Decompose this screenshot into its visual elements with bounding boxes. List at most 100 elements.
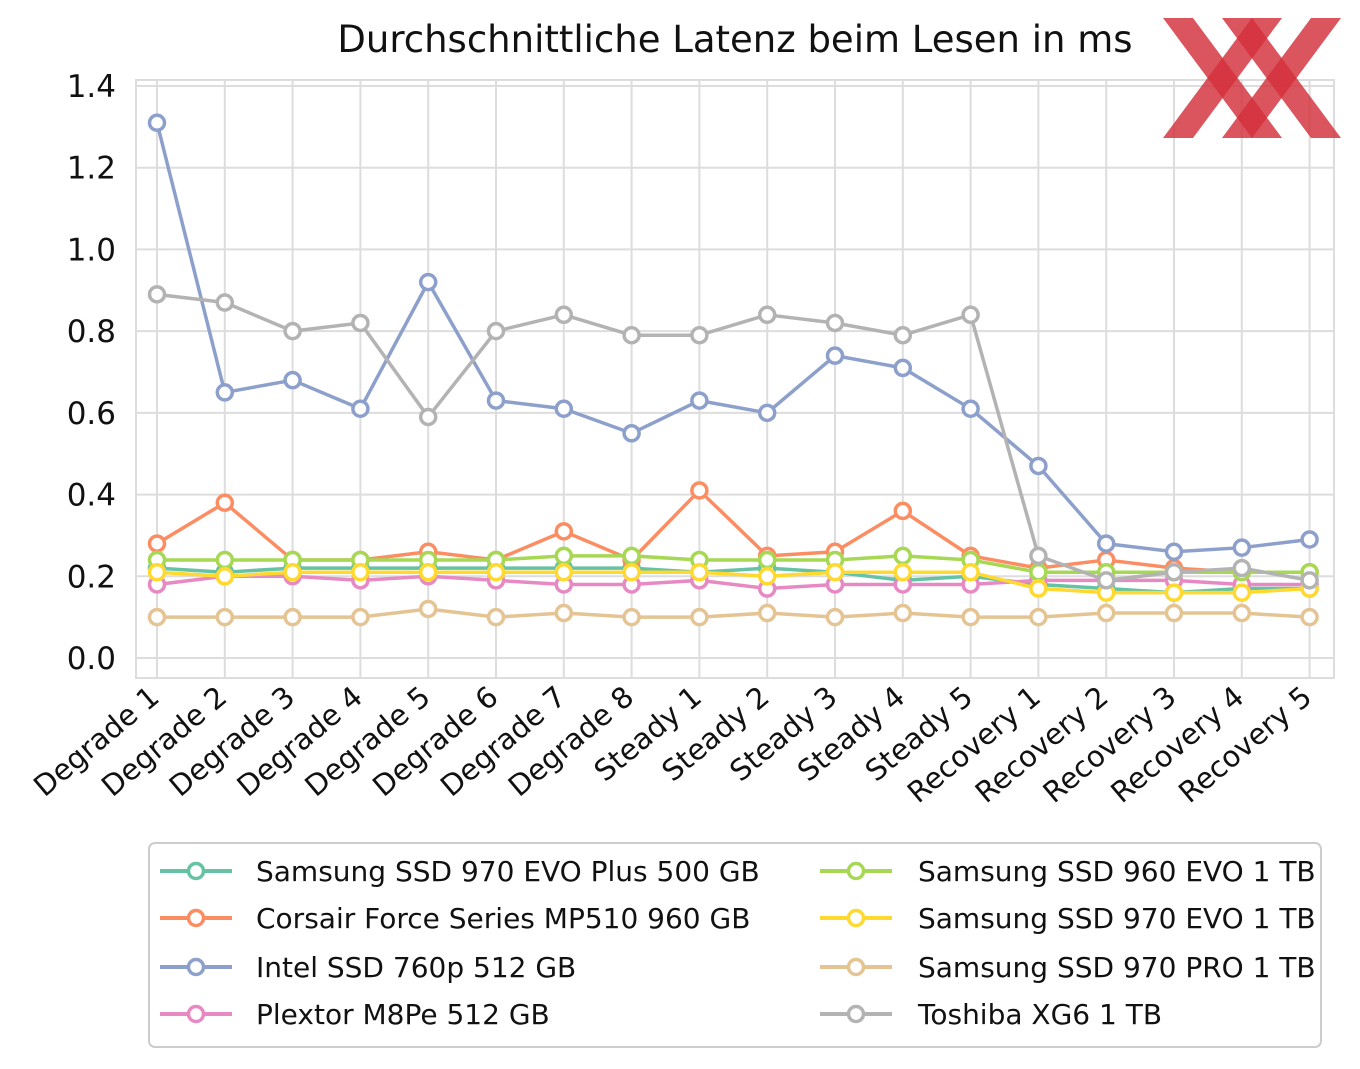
- data-point: [486, 562, 506, 582]
- data-point: [1029, 546, 1048, 566]
- data-point: [622, 546, 641, 566]
- legend-label: Samsung SSD 960 EVO 1 TB: [918, 855, 1316, 888]
- data-point: [690, 391, 709, 410]
- series-path: [156, 570, 1310, 595]
- legend-swatch-marker: [186, 1004, 206, 1024]
- logo-x-right: [1222, 18, 1341, 138]
- brand-logo: [1163, 18, 1341, 138]
- data-point: [215, 607, 235, 627]
- data-point: [825, 607, 845, 627]
- legend-swatch-marker: [846, 957, 866, 977]
- data-point: [893, 562, 913, 582]
- data-point: [351, 607, 370, 627]
- series-path: [157, 554, 1310, 574]
- legend-swatch-marker: [186, 957, 206, 977]
- data-point: [147, 285, 167, 304]
- data-point: [622, 424, 641, 443]
- data-point: [215, 493, 235, 512]
- data-point: [486, 321, 506, 341]
- data-point: [757, 550, 777, 570]
- legend-item: Toshiba XG6 1 TB: [820, 998, 1162, 1031]
- data-point: [1164, 603, 1184, 623]
- y-tick-label: 0.4: [67, 478, 116, 514]
- data-point: [757, 567, 777, 586]
- data-point: [690, 607, 709, 627]
- legend-item: Intel SSD 760p 512 GB: [160, 951, 576, 984]
- data-point: [283, 370, 302, 390]
- legend-label: Samsung SSD 970 PRO 1 TB: [918, 951, 1316, 984]
- legend-item: Corsair Force Series MP510 960 GB: [160, 902, 750, 935]
- legend-item: Samsung SSD 970 EVO Plus 500 GB: [160, 855, 760, 888]
- y-axis: 0.0 0.2 0.4 0.6 0.8 1.0 1.2 1.4: [67, 69, 116, 677]
- data-point: [757, 403, 777, 423]
- legend-swatch-marker: [846, 861, 866, 881]
- data-point: [1300, 607, 1319, 627]
- data-point: [554, 305, 574, 325]
- series-group: [147, 113, 1319, 627]
- series-path: [156, 292, 1310, 583]
- data-point: [1300, 530, 1319, 549]
- legend-label: Intel SSD 760p 512 GB: [256, 951, 576, 984]
- data-point: [825, 346, 845, 365]
- data-point: [1232, 558, 1252, 578]
- data-point: [215, 550, 235, 570]
- series-line: [147, 481, 1319, 582]
- y-tick-label: 0.0: [67, 641, 116, 677]
- data-point: [554, 603, 574, 623]
- data-point: [283, 321, 302, 341]
- y-tick-label: 0.8: [67, 314, 116, 350]
- data-point: [825, 313, 845, 333]
- data-point: [961, 399, 980, 419]
- legend-label: Corsair Force Series MP510 960 GB: [256, 902, 750, 935]
- data-point: [1029, 562, 1048, 582]
- legend-box: [148, 842, 1322, 1048]
- grid: [135, 79, 1335, 679]
- data-point: [690, 481, 709, 500]
- data-point: [147, 607, 167, 627]
- data-point: [215, 383, 235, 402]
- data-point: [418, 562, 438, 582]
- legend-swatch-marker: [186, 861, 206, 881]
- legend-label: Toshiba XG6 1 TB: [917, 998, 1162, 1031]
- data-point: [1096, 571, 1116, 590]
- data-point: [1232, 583, 1252, 602]
- y-tick-label: 0.6: [67, 396, 116, 432]
- y-tick-label: 0.2: [67, 559, 116, 595]
- data-point: [215, 293, 235, 312]
- data-point: [1232, 538, 1252, 557]
- data-point: [1029, 456, 1048, 476]
- data-point: [554, 562, 574, 582]
- legend-swatch-marker: [846, 1004, 866, 1024]
- data-point: [893, 546, 913, 566]
- legend: Samsung SSD 970 EVO Plus 500 GB Corsair F…: [148, 842, 1322, 1048]
- data-point: [418, 599, 438, 619]
- legend-label: Plextor M8Pe 512 GB: [256, 998, 550, 1031]
- data-point: [283, 607, 302, 627]
- data-point: [893, 603, 913, 623]
- y-tick-label: 1.0: [67, 232, 116, 268]
- series-line: [147, 285, 1319, 590]
- data-point: [351, 313, 370, 333]
- y-tick-label: 1.2: [67, 151, 116, 187]
- data-point: [351, 562, 370, 582]
- legend-item: Samsung SSD 960 EVO 1 TB: [820, 855, 1316, 888]
- data-point: [554, 399, 574, 419]
- data-point: [1232, 603, 1252, 623]
- data-point: [1096, 603, 1116, 623]
- data-point: [486, 391, 506, 410]
- data-point: [622, 607, 641, 627]
- data-point: [622, 325, 641, 345]
- data-point: [757, 305, 777, 325]
- data-point: [893, 501, 913, 521]
- series-path: [156, 566, 1310, 595]
- legend-item: Samsung SSD 970 PRO 1 TB: [820, 951, 1316, 984]
- data-point: [690, 562, 709, 582]
- data-point: [825, 562, 845, 582]
- data-point: [418, 407, 438, 427]
- data-point: [690, 325, 709, 345]
- data-point: [1164, 542, 1184, 562]
- data-point: [147, 562, 167, 582]
- legend-item: Plextor M8Pe 512 GB: [160, 998, 550, 1031]
